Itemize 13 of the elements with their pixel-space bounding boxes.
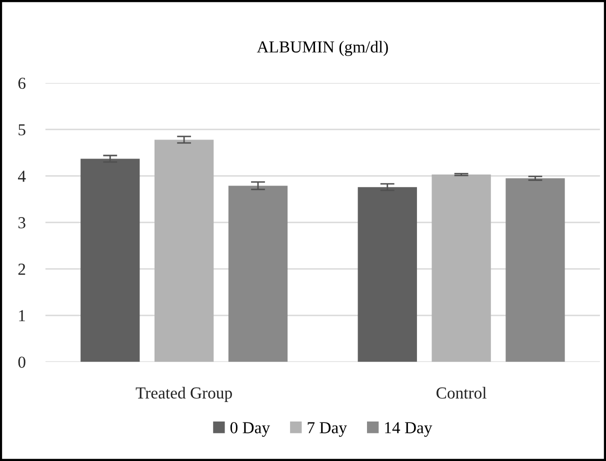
chart-title: ALBUMIN (gm/dl) [256, 40, 388, 56]
y-tick-label: 4 [18, 170, 26, 182]
legend-label: 0 Day [230, 422, 270, 437]
y-tick-label: 5 [18, 124, 26, 136]
y-tick-label: 2 [18, 264, 26, 275]
y-tick-label: 0 [18, 356, 26, 368]
legend-label: 14 Day [385, 422, 432, 437]
x-tick-label: Control [436, 386, 486, 399]
y-tick-label: 3 [18, 217, 26, 228]
legend-label: 7 Day [308, 422, 347, 437]
x-tick-label: Treated Group [136, 386, 232, 402]
y-tick-label: 6 [18, 78, 26, 89]
y-tick-label: 1 [19, 310, 26, 322]
